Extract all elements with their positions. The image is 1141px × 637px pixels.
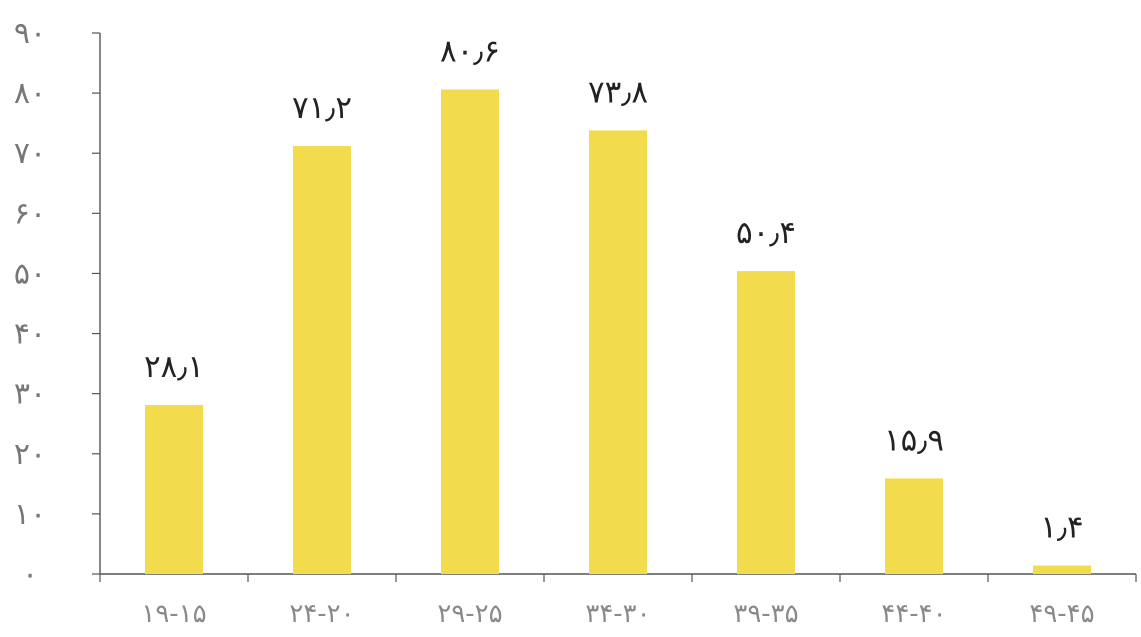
- bar: [1033, 565, 1091, 574]
- data-labels: ۲۸٫۱ ۷۱٫۲ ۸۰٫۶ ۷۳٫۸ ۵۰٫۴ ۱۵٫۹ ۱٫۴: [144, 34, 1084, 546]
- y-tick-label: ۸۰: [14, 76, 46, 111]
- data-label: ۷۳٫۸: [588, 74, 648, 110]
- y-axis: ۰ ۱۰ ۲۰ ۳۰ ۴۰ ۵۰ ۶۰ ۷۰ ۸۰ ۹۰: [14, 16, 101, 592]
- bar: [589, 130, 647, 574]
- x-tick-label: ۲۹-۲۵: [437, 599, 502, 629]
- y-tick-label: ۵۰: [14, 256, 46, 291]
- bar: [885, 478, 943, 574]
- y-tick-label: ۰: [22, 557, 38, 592]
- bar: [293, 146, 351, 574]
- y-tick-label: ۱۰: [14, 497, 46, 532]
- y-tick-label: ۴۰: [14, 317, 46, 352]
- y-tick-label: ۷۰: [14, 136, 46, 171]
- bar: [145, 405, 203, 574]
- bars: [145, 89, 1091, 574]
- data-label: ۵۰٫۴: [736, 215, 796, 251]
- x-tick-label: ۳۴-۳۰: [585, 599, 650, 629]
- x-tick-label: ۳۹-۳۵: [733, 599, 798, 629]
- y-tick-label: ۳۰: [14, 377, 46, 412]
- x-tick-label: ۲۴-۲۰: [289, 599, 354, 629]
- x-tick-label: ۱۹-۱۵: [141, 599, 206, 629]
- data-label: ۲۸٫۱: [144, 349, 204, 385]
- y-tick-label: ۲۰: [14, 437, 46, 472]
- data-label: ۷۱٫۲: [292, 90, 352, 126]
- y-tick-label: ۹۰: [14, 16, 46, 51]
- x-tick-label: ۴۴-۴۰: [881, 599, 946, 629]
- bar: [737, 271, 795, 574]
- bar: [441, 89, 499, 574]
- x-tick-label: ۴۹-۴۵: [1029, 599, 1094, 629]
- y-tick-label: ۶۰: [14, 196, 46, 231]
- data-label: ۱٫۴: [1040, 510, 1083, 546]
- x-axis: ۱۹-۱۵ ۲۴-۲۰ ۲۹-۲۵ ۳۴-۳۰ ۳۹-۳۵ ۴۴-۴۰ ۴۹-۴۵: [99, 573, 1137, 629]
- data-label: ۱۵٫۹: [884, 422, 944, 458]
- data-label: ۸۰٫۶: [440, 34, 500, 70]
